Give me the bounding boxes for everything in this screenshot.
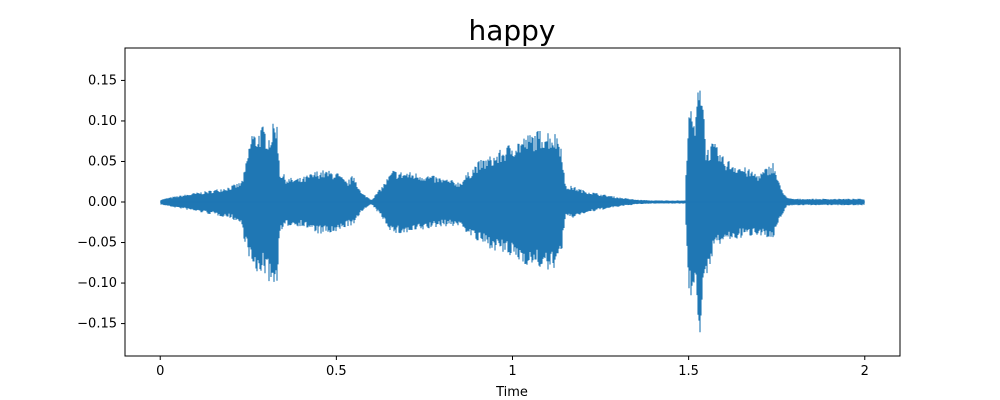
- x-axis-label: Time: [495, 385, 528, 400]
- y-tick-label: 0.05: [88, 154, 117, 169]
- y-tick-label: 0.00: [88, 195, 117, 210]
- y-tick-label: 0.15: [88, 73, 117, 88]
- x-axis: 0 0.5 1 1.5 2: [156, 356, 869, 379]
- y-tick-label: −0.15: [77, 317, 117, 332]
- x-tick-label: 0: [156, 364, 164, 379]
- chart-title: happy: [468, 14, 555, 47]
- y-tick-label: −0.10: [77, 276, 117, 291]
- y-tick-label: 0.10: [88, 114, 117, 129]
- y-axis: −0.15 −0.10 −0.05 0.00 0.05 0.10 0.15: [77, 73, 125, 332]
- x-tick-label: 1.5: [678, 364, 699, 379]
- x-tick-label: 0.5: [326, 364, 347, 379]
- y-tick-label: −0.05: [77, 236, 117, 251]
- x-tick-label: 1: [508, 364, 516, 379]
- x-tick-label: 2: [861, 364, 869, 379]
- waveform-series: [160, 90, 865, 333]
- waveform-layer: [160, 90, 865, 333]
